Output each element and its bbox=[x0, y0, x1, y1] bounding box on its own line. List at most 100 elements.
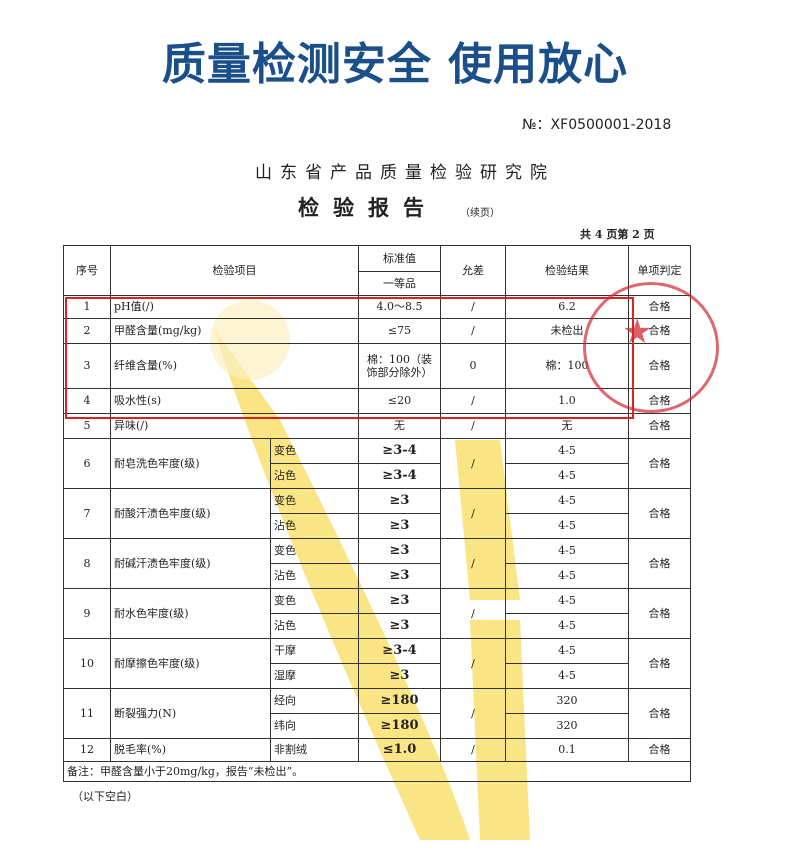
row-item: 断裂强力(N) bbox=[110, 688, 271, 739]
row-verdict: 合格 bbox=[628, 588, 691, 639]
row-subitem: 沾色 bbox=[270, 463, 359, 489]
row-result: 4-5 bbox=[505, 613, 629, 639]
row-result: 4-5 bbox=[505, 563, 629, 589]
row-subitem: 变色 bbox=[270, 488, 359, 514]
row-tolerance: / bbox=[440, 438, 506, 489]
row-verdict: 合格 bbox=[628, 738, 691, 762]
row-verdict: 合格 bbox=[628, 488, 691, 539]
row-standard: ≥3 bbox=[358, 563, 441, 589]
row-result: 4-5 bbox=[505, 463, 629, 489]
header-no: 序号 bbox=[63, 245, 111, 296]
row-subitem: 干摩 bbox=[270, 638, 359, 664]
row-subitem: 变色 bbox=[270, 588, 359, 614]
row-subitem: 变色 bbox=[270, 538, 359, 564]
table-row: 6 耐皂洗色牢度(级) 变色 ≥3-4/4-5 合格 bbox=[63, 438, 691, 489]
table-row: 4 吸水性(s) ≤20/1.0 合格 bbox=[63, 388, 691, 414]
row-item: 脱毛率(%) bbox=[110, 738, 271, 762]
inspection-table: 序号 检验项目 标准值 允差 检验结果 单项判定 一等品 1 pH值(/) 4.0～… bbox=[63, 245, 691, 782]
row-no: 6 bbox=[63, 438, 111, 489]
stamp-star-icon: ★ bbox=[622, 312, 653, 352]
row-no: 11 bbox=[63, 688, 111, 739]
row-standard: ≥3 bbox=[358, 613, 441, 639]
header-row: 序号 检验项目 标准值 允差 检验结果 单项判定 bbox=[63, 245, 691, 296]
row-standard: ≥3-4 bbox=[358, 463, 441, 489]
header-item: 检验项目 bbox=[110, 245, 359, 296]
row-subitem: 沾色 bbox=[270, 513, 359, 539]
row-tolerance: / bbox=[440, 688, 506, 739]
row-tolerance: / bbox=[440, 318, 506, 344]
row-result: 4-5 bbox=[505, 638, 629, 664]
row-standard: ≥3 bbox=[358, 513, 441, 539]
table-row: 11 断裂强力(N) 经向 ≥180/320 合格 bbox=[63, 688, 691, 739]
row-verdict: 合格 bbox=[628, 638, 691, 689]
row-item: 吸水性(s) bbox=[110, 388, 359, 414]
table-row: 3 纤维含量(%) 棉：100（装饰部分除外） 0 棉：100 合格 bbox=[63, 343, 691, 389]
report-title: 检验报告 bbox=[298, 195, 438, 220]
row-tolerance: / bbox=[440, 738, 506, 762]
institute-name: 山东省产品质量检验研究院 bbox=[255, 163, 555, 183]
row-verdict: 合格 bbox=[628, 413, 691, 439]
row-no: 9 bbox=[63, 588, 111, 639]
headline: 质量检测安全 使用放心 bbox=[161, 39, 629, 90]
header-grade: 一等品 bbox=[358, 271, 441, 296]
header-result: 检验结果 bbox=[505, 245, 629, 296]
row-result: 4-5 bbox=[505, 538, 629, 564]
table-row: 沾色 ≥3-4 4-5 bbox=[64, 463, 691, 489]
row-tolerance: / bbox=[440, 588, 506, 639]
row-standard: ≥3 bbox=[358, 488, 441, 514]
row-standard: ≥180 bbox=[358, 713, 441, 739]
row-item: 耐水色牢度(级) bbox=[110, 588, 271, 639]
row-verdict: 合格 bbox=[628, 538, 691, 589]
row-result: 320 bbox=[505, 713, 629, 739]
table-row: 8 耐碱汗渍色牢度(级) 变色 ≥3/4-5 合格 bbox=[63, 538, 691, 589]
table-note: 备注：甲醛含量小于20mg/kg，报告“未检出”。 bbox=[63, 761, 691, 782]
row-tolerance: / bbox=[440, 538, 506, 589]
document-number: №：XF0500001-2018 bbox=[522, 117, 672, 133]
report-subtitle: （续页） bbox=[460, 208, 500, 219]
row-item: 耐摩擦色牢度(级) bbox=[110, 638, 271, 689]
row-subitem: 纬向 bbox=[270, 713, 359, 739]
row-standard: ≥3 bbox=[358, 663, 441, 689]
table-row: 10 耐摩擦色牢度(级) 干摩 ≥3-4/4-5 合格 bbox=[63, 638, 691, 689]
row-standard: 4.0～8.5 bbox=[358, 295, 441, 319]
row-no: 7 bbox=[63, 488, 111, 539]
row-result: 4-5 bbox=[505, 588, 629, 614]
row-standard: ≥3-4 bbox=[358, 438, 441, 464]
row-subitem: 变色 bbox=[270, 438, 359, 464]
row-standard: ≤20 bbox=[358, 388, 441, 414]
blank-note: （以下空白） bbox=[72, 790, 138, 803]
table-row: 沾色 ≥3 4-5 bbox=[64, 613, 691, 639]
table-row: 沾色 ≥3 4-5 bbox=[64, 513, 691, 539]
row-result: 320 bbox=[505, 688, 629, 714]
row-no: 8 bbox=[63, 538, 111, 589]
row-standard: ≤1.0 bbox=[358, 738, 441, 762]
row-subitem: 沾色 bbox=[270, 563, 359, 589]
row-result: 4-5 bbox=[505, 438, 629, 464]
row-standard: ≥180 bbox=[358, 688, 441, 714]
row-item: 耐酸汗渍色牢度(级) bbox=[110, 488, 271, 539]
row-result: 0.1 bbox=[505, 738, 629, 762]
page-count: 共 4 页第 2 页 bbox=[580, 228, 655, 241]
row-no: 12 bbox=[63, 738, 111, 762]
row-standard: ≥3-4 bbox=[358, 638, 441, 664]
row-verdict: 合格 bbox=[628, 438, 691, 489]
table-row: 12 脱毛率(%) 非割绒 ≤1.0/0.1 合格 bbox=[63, 738, 691, 762]
row-standard: 棉：100（装饰部分除外） bbox=[358, 343, 441, 389]
row-item: 耐碱汗渍色牢度(级) bbox=[110, 538, 271, 589]
header-standard: 标准值 bbox=[358, 245, 441, 272]
row-item: 耐皂洗色牢度(级) bbox=[110, 438, 271, 489]
row-result: 4-5 bbox=[505, 513, 629, 539]
row-no: 10 bbox=[63, 638, 111, 689]
row-result: 4-5 bbox=[505, 663, 629, 689]
row-standard: ≥3 bbox=[358, 538, 441, 564]
row-verdict: 合格 bbox=[628, 688, 691, 739]
row-tolerance: / bbox=[440, 488, 506, 539]
row-tolerance: / bbox=[440, 638, 506, 689]
row-standard: ≥3 bbox=[358, 588, 441, 614]
official-stamp bbox=[583, 282, 719, 413]
row-subitem: 非割绒 bbox=[270, 738, 359, 762]
row-tolerance: / bbox=[440, 388, 506, 414]
row-subitem: 沾色 bbox=[270, 613, 359, 639]
table-row: 纬向 ≥180 320 bbox=[64, 713, 691, 739]
